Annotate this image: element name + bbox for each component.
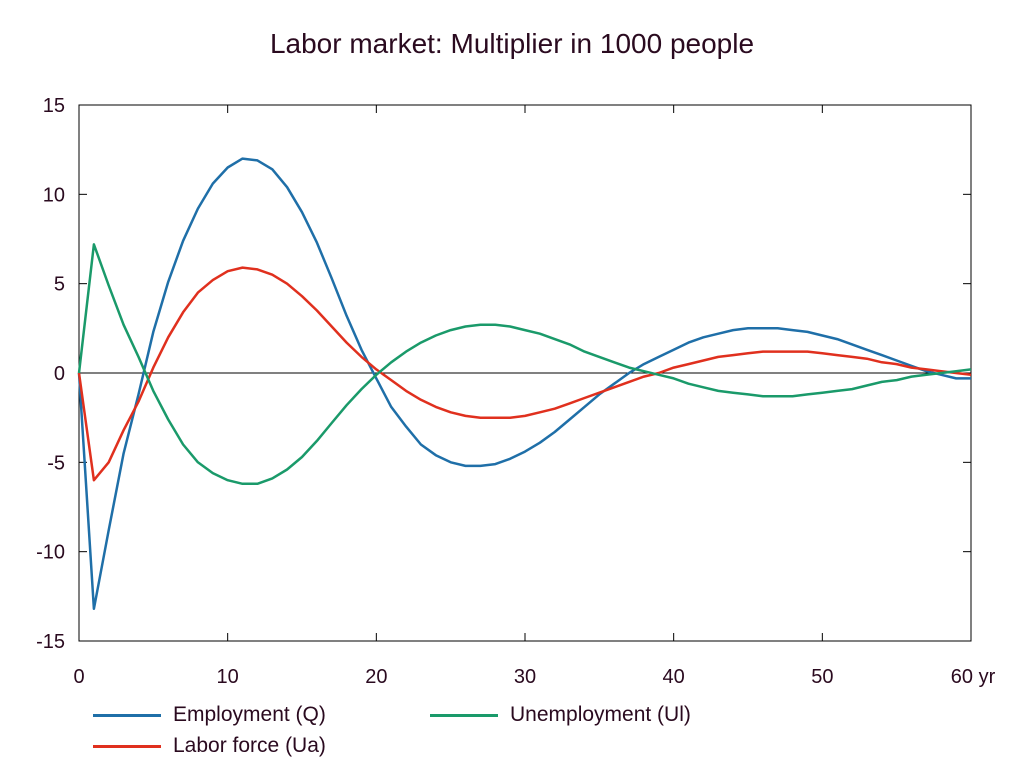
axis-ticks [78,104,972,642]
y-tick-label: -10 [36,542,65,564]
x-tick-label: 60 yr [951,666,996,688]
y-tick-label: 10 [43,184,65,206]
x-tick-label: 50 [811,666,833,688]
chart-title: Labor market: Multiplier in 1000 people [269,28,755,59]
y-tick-label: 15 [43,95,65,117]
series-line-labor-force-ua [77,266,972,482]
x-tick-label: 10 [217,666,239,688]
x-tick-label: 0 [73,666,84,688]
x-tick-label: 30 [514,666,536,688]
series-line-employment-q [77,157,971,611]
series-line-unemployment-ul [77,243,972,486]
x-tick-label: 40 [663,666,685,688]
x-tick-label: 20 [365,666,387,688]
y-tick-label: 0 [54,363,65,385]
y-tick-label: 5 [54,274,65,296]
y-tick-label: -5 [47,452,65,474]
y-tick-label: -15 [36,631,65,653]
series-lines [77,157,972,611]
